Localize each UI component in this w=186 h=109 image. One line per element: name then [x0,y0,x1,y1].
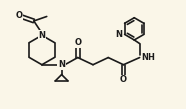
Text: N: N [116,30,122,39]
Text: O: O [15,11,22,20]
Text: N: N [58,60,65,69]
Text: NH: NH [141,53,155,62]
Text: O: O [74,38,81,47]
Text: N: N [38,31,45,40]
Text: O: O [120,75,127,84]
